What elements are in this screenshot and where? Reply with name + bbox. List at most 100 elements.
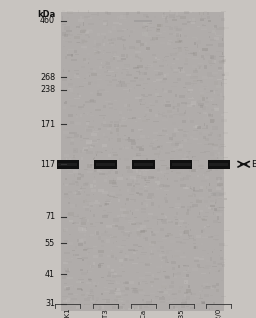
Bar bbox=[212, 127, 218, 130]
Bar bbox=[201, 27, 207, 29]
Bar bbox=[192, 267, 198, 271]
Bar bbox=[94, 285, 97, 287]
Bar bbox=[101, 293, 103, 295]
Bar bbox=[93, 181, 96, 183]
Bar bbox=[134, 77, 138, 79]
Bar bbox=[223, 65, 226, 67]
Bar bbox=[73, 216, 79, 217]
Bar bbox=[71, 139, 74, 142]
Bar bbox=[150, 143, 154, 144]
Bar bbox=[139, 72, 141, 75]
Bar bbox=[155, 140, 158, 141]
Bar bbox=[168, 40, 172, 41]
Bar bbox=[145, 199, 151, 200]
Bar bbox=[99, 89, 105, 91]
Bar bbox=[74, 294, 78, 295]
Bar bbox=[92, 303, 97, 304]
Bar bbox=[137, 231, 142, 235]
Bar bbox=[179, 40, 182, 42]
Bar bbox=[86, 292, 90, 294]
Bar bbox=[207, 232, 212, 234]
Bar bbox=[212, 161, 217, 163]
Bar bbox=[179, 113, 185, 116]
Bar bbox=[127, 91, 130, 93]
Bar bbox=[218, 198, 222, 199]
Bar bbox=[178, 126, 182, 129]
Bar bbox=[162, 59, 165, 61]
Bar bbox=[100, 171, 102, 172]
Bar bbox=[175, 94, 177, 97]
Bar bbox=[80, 30, 86, 33]
Bar bbox=[162, 129, 164, 131]
Bar bbox=[133, 288, 137, 291]
Bar bbox=[216, 288, 219, 292]
Bar bbox=[147, 228, 152, 229]
Bar bbox=[151, 202, 154, 206]
Bar bbox=[185, 226, 187, 228]
Bar bbox=[153, 162, 155, 164]
Bar bbox=[169, 42, 173, 43]
Bar bbox=[134, 305, 138, 309]
Bar bbox=[87, 144, 92, 146]
Bar bbox=[132, 181, 134, 184]
Bar bbox=[67, 17, 69, 19]
Bar bbox=[121, 58, 126, 59]
Bar bbox=[100, 19, 105, 20]
Bar bbox=[182, 266, 188, 267]
Bar bbox=[104, 201, 110, 202]
Bar bbox=[114, 123, 118, 126]
Bar bbox=[96, 161, 101, 163]
Bar bbox=[191, 292, 193, 295]
Bar bbox=[171, 171, 173, 172]
Bar bbox=[62, 24, 66, 25]
Bar bbox=[96, 155, 97, 156]
Bar bbox=[205, 227, 208, 228]
Bar bbox=[134, 217, 137, 218]
Bar bbox=[184, 294, 186, 297]
Bar bbox=[163, 16, 168, 17]
Bar bbox=[142, 27, 146, 29]
Bar bbox=[190, 76, 193, 79]
Bar bbox=[183, 169, 184, 173]
Bar bbox=[193, 80, 198, 82]
Bar bbox=[161, 102, 166, 105]
Bar bbox=[168, 33, 173, 35]
Bar bbox=[165, 235, 169, 238]
Bar bbox=[78, 107, 82, 110]
Bar bbox=[83, 249, 87, 251]
Bar bbox=[105, 301, 111, 302]
Bar bbox=[76, 191, 80, 193]
Bar bbox=[137, 11, 140, 14]
Bar bbox=[205, 53, 210, 56]
Bar bbox=[187, 143, 192, 144]
Bar bbox=[185, 301, 187, 302]
Bar bbox=[111, 273, 118, 275]
Bar bbox=[172, 106, 174, 109]
Bar bbox=[175, 260, 176, 262]
Bar bbox=[214, 55, 216, 57]
Bar bbox=[103, 22, 107, 25]
Bar bbox=[155, 296, 157, 299]
Bar bbox=[119, 111, 122, 114]
Bar bbox=[87, 30, 93, 33]
Text: 268: 268 bbox=[40, 73, 55, 82]
Bar bbox=[97, 93, 102, 95]
Bar bbox=[130, 224, 132, 225]
Bar bbox=[213, 147, 218, 150]
Bar bbox=[183, 177, 184, 181]
Bar bbox=[127, 220, 132, 221]
Bar bbox=[209, 77, 213, 79]
Bar bbox=[87, 261, 91, 265]
Bar bbox=[128, 139, 135, 142]
Bar bbox=[111, 271, 116, 272]
Bar bbox=[120, 293, 125, 295]
Bar bbox=[149, 102, 152, 104]
Bar bbox=[122, 29, 126, 30]
Bar bbox=[155, 296, 158, 297]
Text: 460: 460 bbox=[40, 16, 55, 25]
Bar bbox=[81, 174, 84, 177]
Bar bbox=[202, 25, 206, 26]
Bar bbox=[73, 254, 79, 256]
Bar bbox=[76, 256, 81, 258]
Bar bbox=[104, 117, 106, 119]
